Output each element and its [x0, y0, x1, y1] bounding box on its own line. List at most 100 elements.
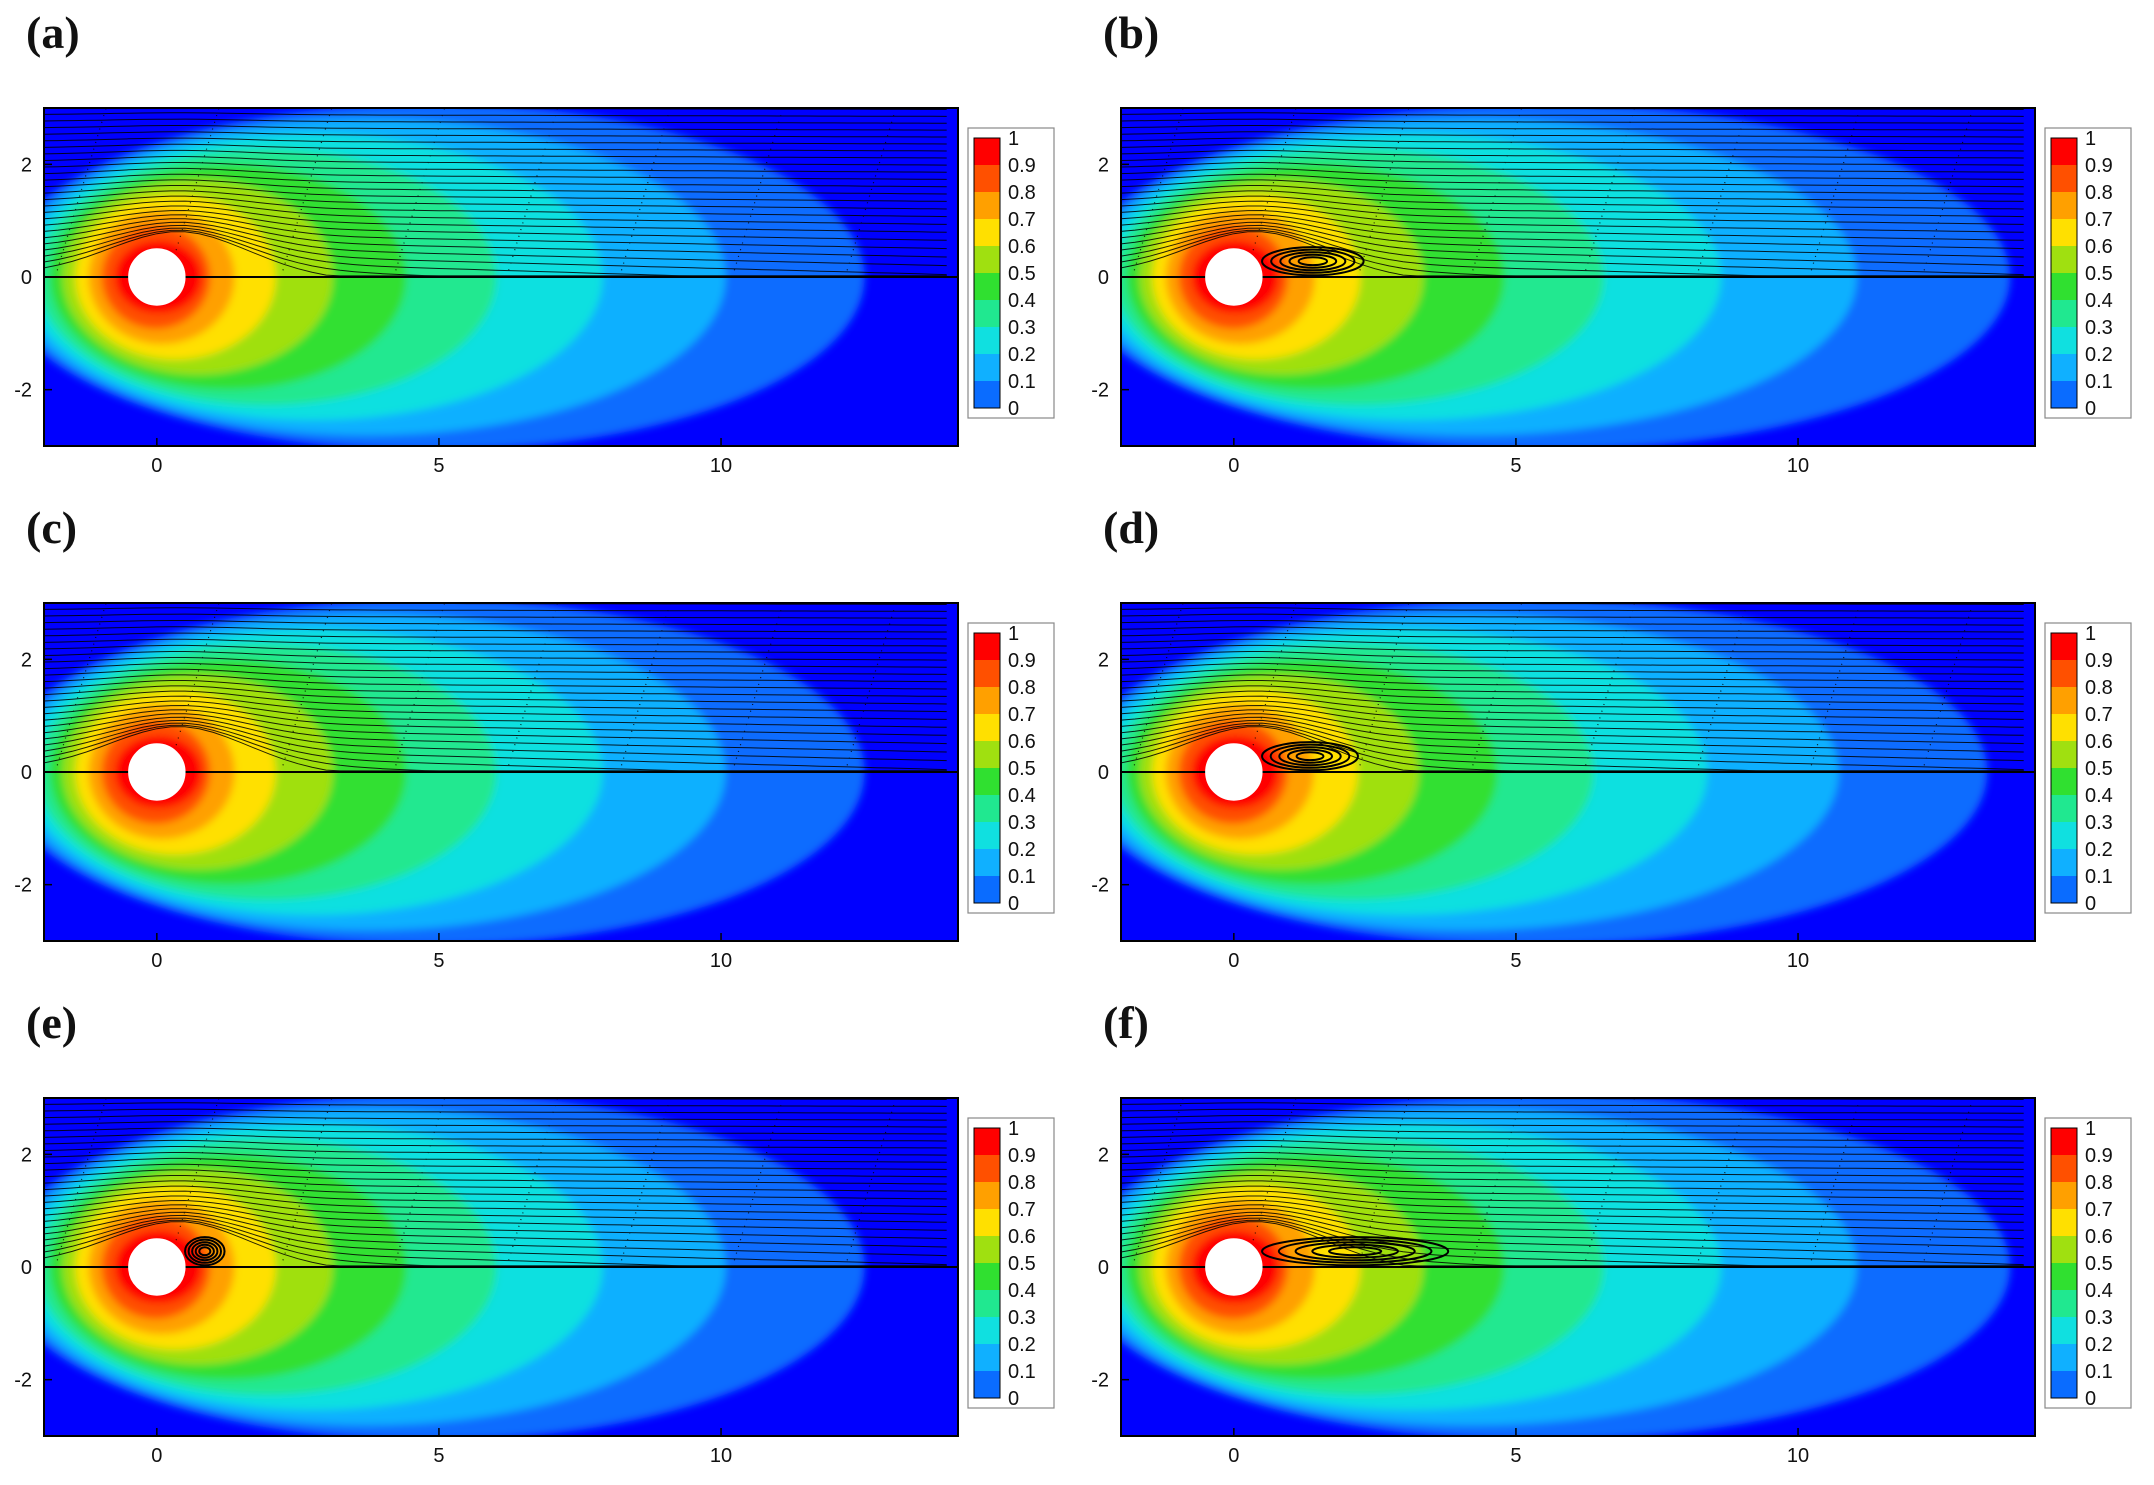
- streamline: [44, 1185, 947, 1208]
- colorbar-segment: [2051, 165, 2077, 193]
- colorbar-tick-label: 0.5: [1008, 758, 1036, 780]
- streamline-marker-line: [618, 603, 671, 773]
- streamline: [44, 167, 947, 180]
- streamline: [1121, 118, 2024, 124]
- streamline: [44, 685, 947, 705]
- x-tick-label: 5: [433, 455, 444, 477]
- colorbar-tick-label: 0.8: [2085, 677, 2113, 699]
- contour-plot: 0 5 10 2 0 -2 1 0.9 0.8 0.7 0.6 0.5 0.4 0.3 0.2 0.1 0: [1091, 1097, 2132, 1467]
- recirculation-loop: [1277, 1238, 1433, 1264]
- colorbar-tick-label: 0.4: [2085, 290, 2113, 312]
- streamline: [1121, 1139, 2024, 1149]
- streamline: [44, 1169, 947, 1185]
- colorbar-segment: [974, 165, 1000, 193]
- colorbar-tick-label: 0.5: [2085, 758, 2113, 780]
- y-tick-label: 2: [1098, 649, 1109, 671]
- streamline-marker-line: [393, 108, 446, 278]
- colorbar-frame: [2050, 137, 2078, 409]
- streamline: [1121, 620, 2024, 626]
- streamline: [44, 1204, 947, 1240]
- streamline-marker-line: [167, 108, 220, 278]
- streamline: [44, 195, 947, 218]
- colorbar-segment: [2051, 1371, 2077, 1399]
- recirculation-loop: [194, 1243, 215, 1259]
- streamline-marker-line: [618, 1098, 671, 1268]
- streamline: [1121, 218, 2024, 258]
- streamline: [44, 695, 947, 720]
- recirculation-loop: [191, 1241, 219, 1262]
- streamline: [44, 200, 947, 225]
- streamlines: [44, 1098, 947, 1268]
- streamline: [1121, 200, 2024, 225]
- colorbar-tick-label: 0: [1008, 1388, 1019, 1410]
- y-tick-label: 0: [21, 762, 32, 784]
- streamline-marker-line: [844, 108, 897, 278]
- recirculation-loop: [184, 1236, 226, 1267]
- contour-field: [44, 1098, 958, 1436]
- streamline-marker-line: [54, 1098, 107, 1268]
- streamline-marker-line: [167, 1098, 220, 1268]
- streamline: [44, 704, 947, 736]
- colorbar-segment: [2051, 1317, 2077, 1345]
- streamline: [1121, 149, 2024, 159]
- colorbar-segment: [974, 741, 1000, 769]
- streamline: [1121, 644, 2024, 654]
- streamline: [1121, 1146, 2024, 1156]
- streamline: [44, 224, 947, 276]
- streamline: [44, 1115, 947, 1121]
- streamline: [1121, 1211, 2024, 1257]
- x-tick-label: 0: [1228, 455, 1239, 477]
- colorbar-tick-label: 0.6: [2085, 731, 2113, 753]
- y-tick-label: 2: [1098, 1144, 1109, 1166]
- streamline: [44, 1217, 947, 1267]
- cylinder: [128, 743, 186, 801]
- streamline-marker-line: [506, 603, 558, 773]
- colorbar-segment: [2051, 795, 2077, 823]
- streamline: [1121, 1175, 2024, 1192]
- contour-plot: 0 5 10 2 0 -2 1 0.9 0.8 0.7 0.6 0.5 0.4 0.3 0.2 0.1 0: [14, 1097, 1055, 1467]
- recirculation-loop: [187, 1238, 222, 1264]
- colorbar-segment: [2051, 1155, 2077, 1183]
- y-tick-label: -2: [1091, 875, 1109, 897]
- colorbar-frame: [973, 137, 1001, 409]
- contour-field: [44, 603, 958, 941]
- colorbar-tick-label: 0.7: [2085, 704, 2113, 726]
- colorbar-tick-label: 0.8: [2085, 1172, 2113, 1194]
- streamline: [1121, 1190, 2024, 1215]
- colorbar-tick-label: 0.6: [1008, 731, 1036, 753]
- colorbar-segment: [2051, 327, 2077, 355]
- colorbar-tick-label: 1: [1008, 128, 1019, 150]
- colorbar-tick-label: 0.5: [2085, 263, 2113, 285]
- colorbar-tick-label: 0: [2085, 1388, 2096, 1410]
- colorbar-segment: [974, 660, 1000, 688]
- contour-plot: 0 5 10 2 0 -2 1 0.9 0.8 0.7 0.6 0.5 0.4 0.3 0.2 0.1 0: [14, 602, 1055, 972]
- recirculation-loop: [1270, 248, 1356, 274]
- streamline: [1121, 137, 2024, 145]
- streamline-marker-line: [1583, 603, 1635, 773]
- colorbar-segment: [2051, 381, 2077, 409]
- y-tick-label: 0: [21, 267, 32, 289]
- streamline: [44, 716, 947, 762]
- colorbar-segment: [2051, 741, 2077, 769]
- streamline: [1121, 1217, 2024, 1267]
- colorbar-tick-label: 0.3: [2085, 812, 2113, 834]
- cylinder: [1205, 248, 1263, 306]
- x-tick-label: 5: [1510, 455, 1521, 477]
- colorbar-tick-label: 0.1: [2085, 371, 2113, 393]
- x-tick-label: 5: [1510, 950, 1521, 972]
- colorbar-segment: [974, 219, 1000, 247]
- recirculation-loop: [1278, 746, 1342, 767]
- streamline-marker-line: [1921, 1098, 1974, 1268]
- colorbar-frame: [2050, 1127, 2078, 1399]
- x-tick-label: 0: [1228, 950, 1239, 972]
- streamline: [1121, 1169, 2024, 1185]
- streamline: [44, 613, 947, 619]
- colorbar-tick-label: 0.8: [1008, 677, 1036, 699]
- streamline-marker-line: [1470, 108, 1523, 278]
- streamline-marker-line: [506, 1098, 558, 1268]
- panel-e: (e) 0 5 10 2 0 -2 1 0.9 0.8 0.7 0.6 0.5 0.4 0.3 0.2 0.1…: [0, 990, 1077, 1485]
- streamlines: [1121, 1098, 2024, 1268]
- panel-label: (d): [1103, 502, 1160, 553]
- colorbar-tick-label: 0.6: [2085, 236, 2113, 258]
- streamline: [1121, 227, 2024, 277]
